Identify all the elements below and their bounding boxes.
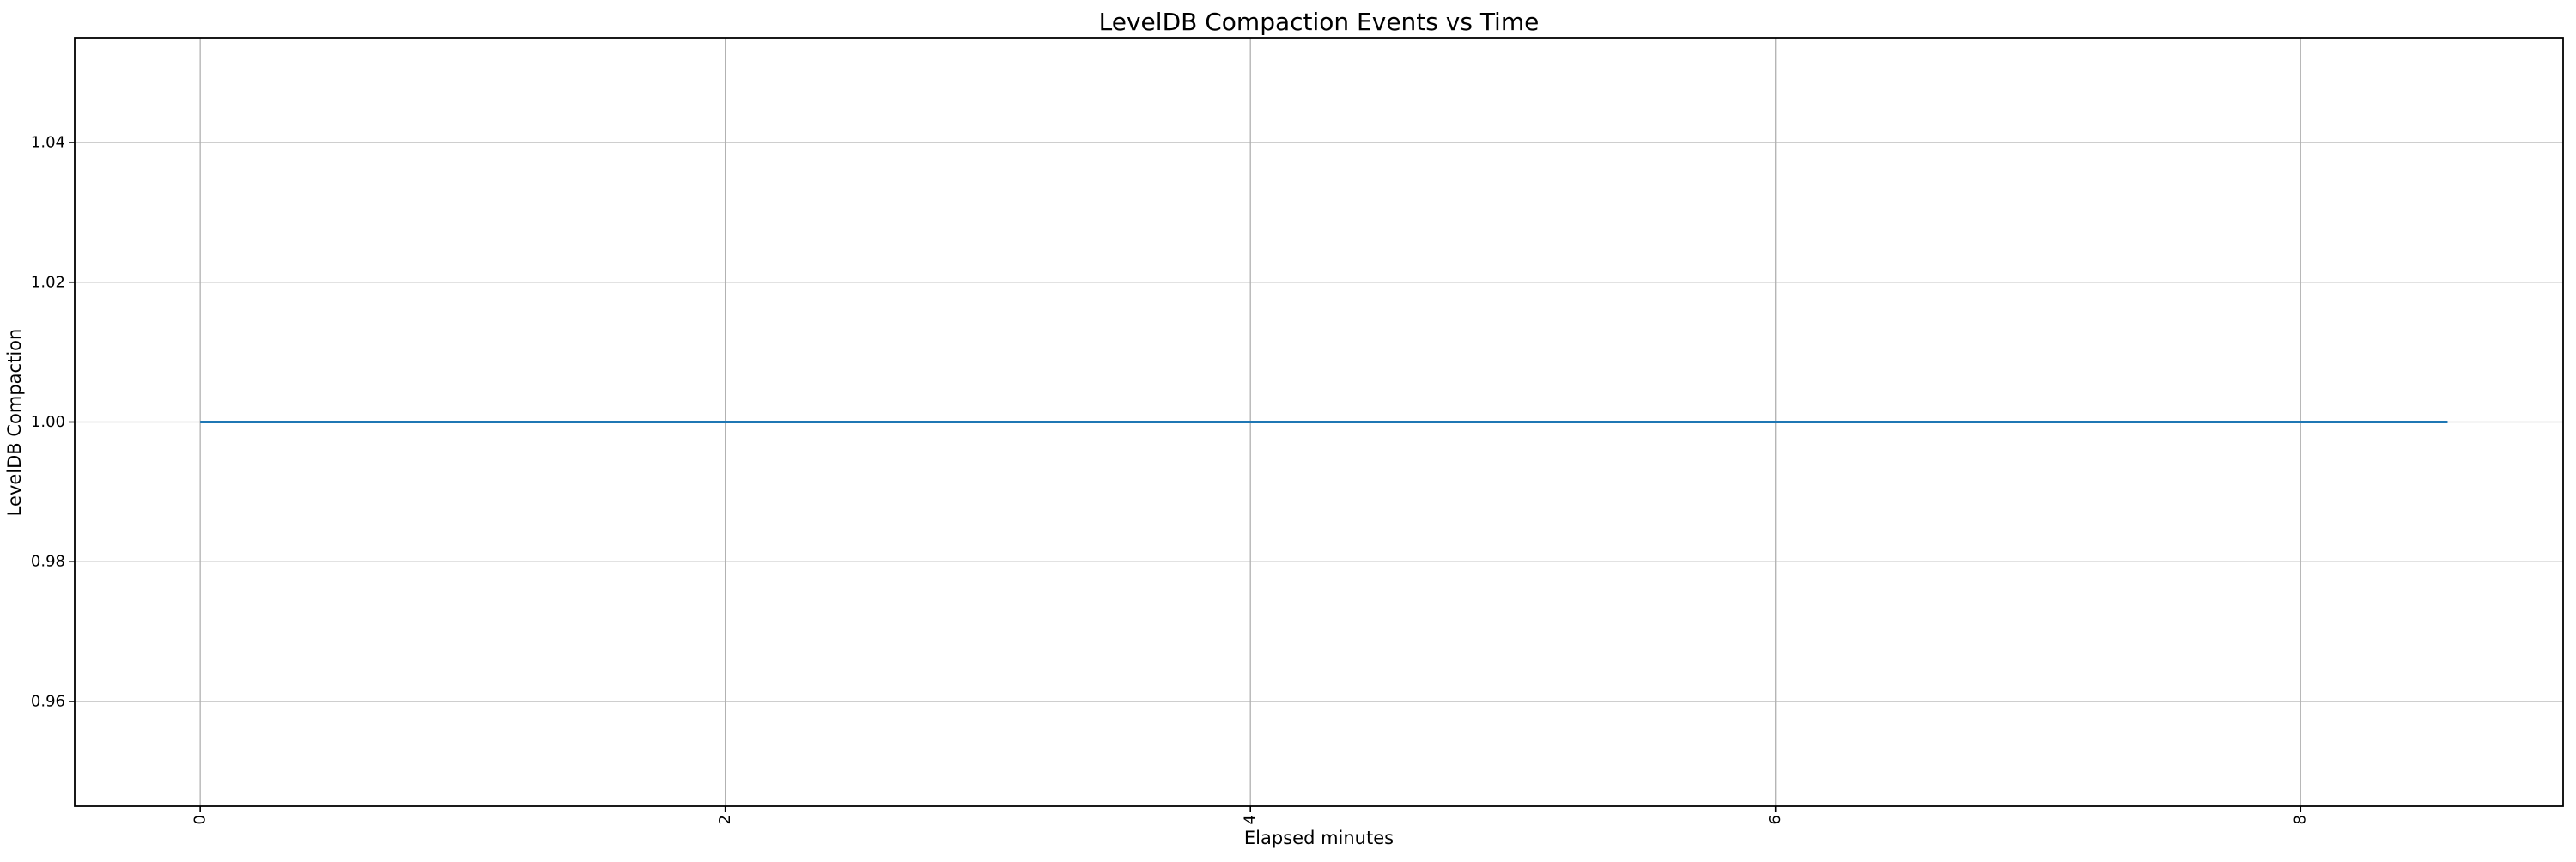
x-tick-label: 0 <box>191 815 210 824</box>
y-tick-label: 1.00 <box>31 413 65 431</box>
axes-layer: 0 2 4 6 8 0.96 0.98 1.00 1.02 1.04 <box>31 37 2564 824</box>
y-tick-label: 0.96 <box>31 692 65 710</box>
y-tick-label: 0.98 <box>31 553 65 571</box>
x-tick-label: 6 <box>1766 815 1784 824</box>
y-axis-label: LevelDB Compaction <box>4 329 25 517</box>
y-tick-label: 1.02 <box>31 273 65 291</box>
x-tick-label: 8 <box>2292 815 2310 824</box>
x-tick-label: 4 <box>1242 815 1260 824</box>
y-tick-label: 1.04 <box>31 134 65 152</box>
x-axis-label: Elapsed minutes <box>1244 828 1394 848</box>
chart-title: LevelDB Compaction Events vs Time <box>1099 8 1540 36</box>
x-tick-label: 2 <box>716 815 734 824</box>
